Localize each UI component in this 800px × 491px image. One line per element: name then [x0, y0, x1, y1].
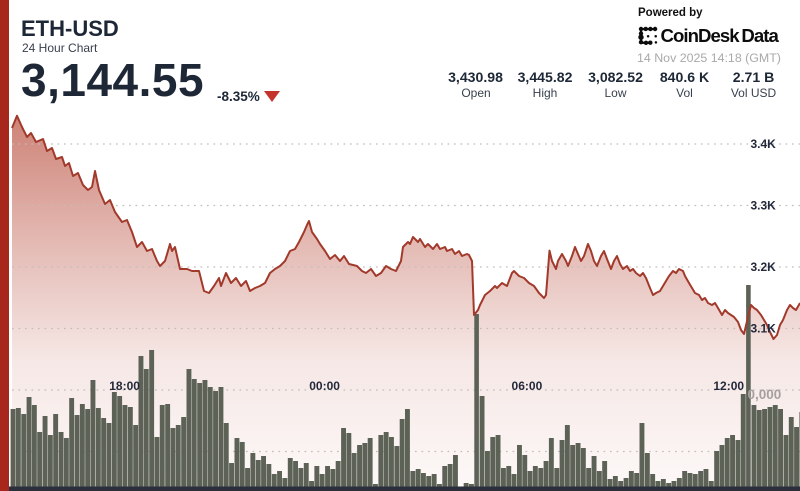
svg-text:18:00: 18:00 — [109, 379, 140, 393]
svg-text:3.4K: 3.4K — [751, 137, 777, 151]
svg-text:00:00: 00:00 — [309, 379, 340, 393]
svg-text:12:00: 12:00 — [713, 379, 744, 393]
svg-text:3.2K: 3.2K — [751, 260, 777, 274]
svg-text:06:00: 06:00 — [512, 379, 543, 393]
svg-text:3.1K: 3.1K — [751, 322, 777, 336]
svg-text:0,000: 0,000 — [748, 387, 782, 402]
svg-text:3.3K: 3.3K — [751, 199, 777, 213]
